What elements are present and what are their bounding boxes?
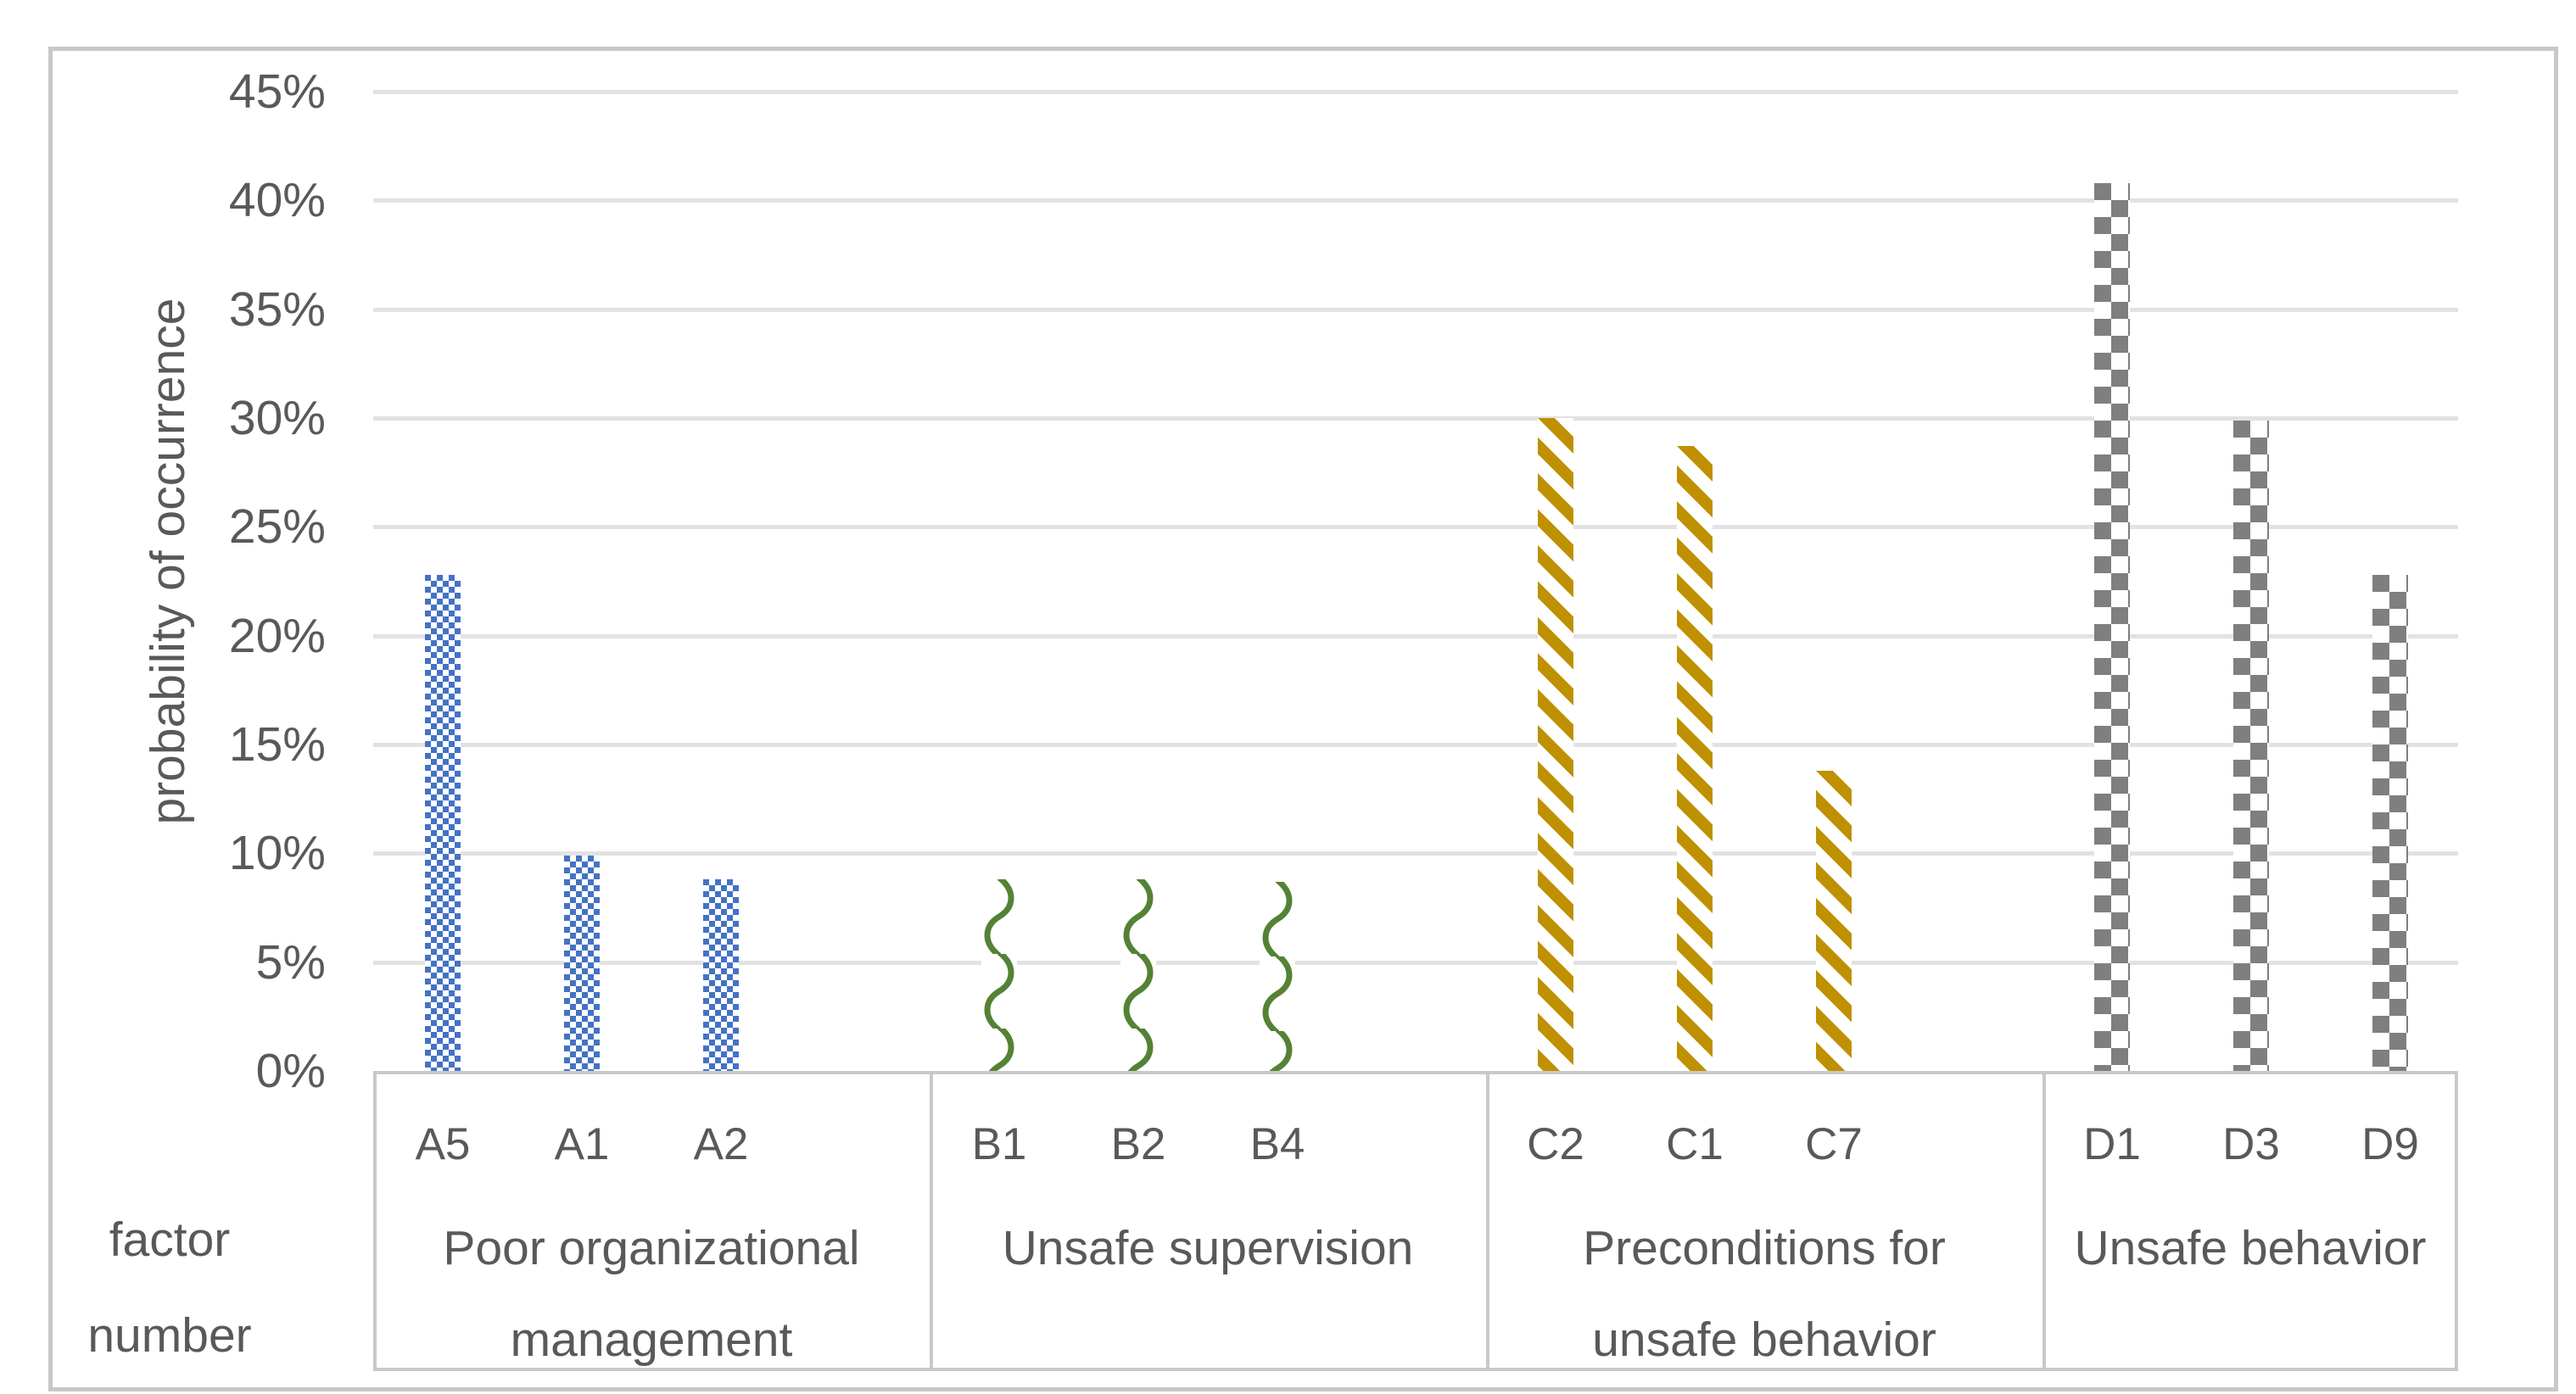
group-label-line: Preconditions for <box>1583 1221 1946 1275</box>
y-tick-label-35%: 35% <box>228 282 326 337</box>
group-label-line: management <box>510 1313 793 1367</box>
bar-code-label-B1: B1 <box>971 1119 1027 1169</box>
x-axis-line <box>373 1071 2458 1074</box>
bar-A2 <box>703 879 739 1071</box>
bar-code-label-A1: A1 <box>554 1119 610 1169</box>
bar-code-label-C2: C2 <box>1527 1119 1584 1169</box>
bar-B1 <box>981 879 1017 1071</box>
y-tick-label-30%: 30% <box>228 391 326 445</box>
bar-code-label-A2: A2 <box>693 1119 749 1169</box>
x-axis-title-line-factor: factor <box>109 1213 231 1267</box>
gridline-40% <box>373 198 2458 204</box>
bar-code-label-D9: D9 <box>2361 1119 2419 1169</box>
bar-A5 <box>425 575 461 1071</box>
x-axis-title-line-number: number <box>87 1308 252 1363</box>
bar-C7 <box>1816 771 1852 1071</box>
group-label-line: Unsafe supervision <box>1002 1221 1414 1275</box>
gridline-35% <box>373 307 2458 312</box>
gridline-45% <box>373 90 2458 94</box>
gridline-10% <box>373 851 2458 856</box>
chart-outer-border <box>48 47 2558 1391</box>
group-label-line: Unsafe behavior <box>2074 1221 2427 1275</box>
gridline-15% <box>373 743 2458 747</box>
group-box-right-border <box>2455 1074 2458 1371</box>
group-label-line: Poor organizational <box>443 1221 860 1275</box>
y-tick-label-15%: 15% <box>228 717 326 772</box>
bar-code-label-D1: D1 <box>2083 1119 2141 1169</box>
bar-code-label-C1: C1 <box>1666 1119 1724 1169</box>
bar-code-label-B2: B2 <box>1110 1119 1166 1169</box>
bar-D3 <box>2233 421 2269 1071</box>
bar-A1 <box>564 856 600 1071</box>
bar-D1 <box>2094 183 2130 1071</box>
y-tick-label-20%: 20% <box>228 608 326 663</box>
y-tick-label-5%: 5% <box>255 934 326 990</box>
bar-code-label-B4: B4 <box>1249 1119 1305 1169</box>
group-box-B <box>930 1074 1486 1371</box>
group-box-A <box>373 1074 930 1371</box>
y-tick-label-0%: 0% <box>255 1044 326 1098</box>
gridline-5% <box>373 960 2458 965</box>
gridline-20% <box>373 633 2458 638</box>
gridline-25% <box>373 525 2458 530</box>
y-tick-label-40%: 40% <box>228 173 326 228</box>
y-tick-label-45%: 45% <box>228 64 326 119</box>
bar-C1 <box>1677 446 1713 1071</box>
gridline-30% <box>373 416 2458 421</box>
bar-D9 <box>2372 575 2408 1071</box>
bar-code-label-C7: C7 <box>1805 1119 1863 1169</box>
y-tick-label-10%: 10% <box>228 826 326 881</box>
bar-B4 <box>1260 882 1295 1071</box>
y-tick-label-25%: 25% <box>228 499 326 555</box>
bar-code-label-D3: D3 <box>2222 1119 2280 1169</box>
bar-code-label-A5: A5 <box>415 1119 471 1169</box>
bar-B2 <box>1120 879 1156 1071</box>
group-box-C <box>1486 1074 2042 1371</box>
group-label-line: unsafe behavior <box>1592 1313 1936 1367</box>
group-box-D <box>2042 1074 2458 1371</box>
bar-C2 <box>1538 418 1573 1071</box>
